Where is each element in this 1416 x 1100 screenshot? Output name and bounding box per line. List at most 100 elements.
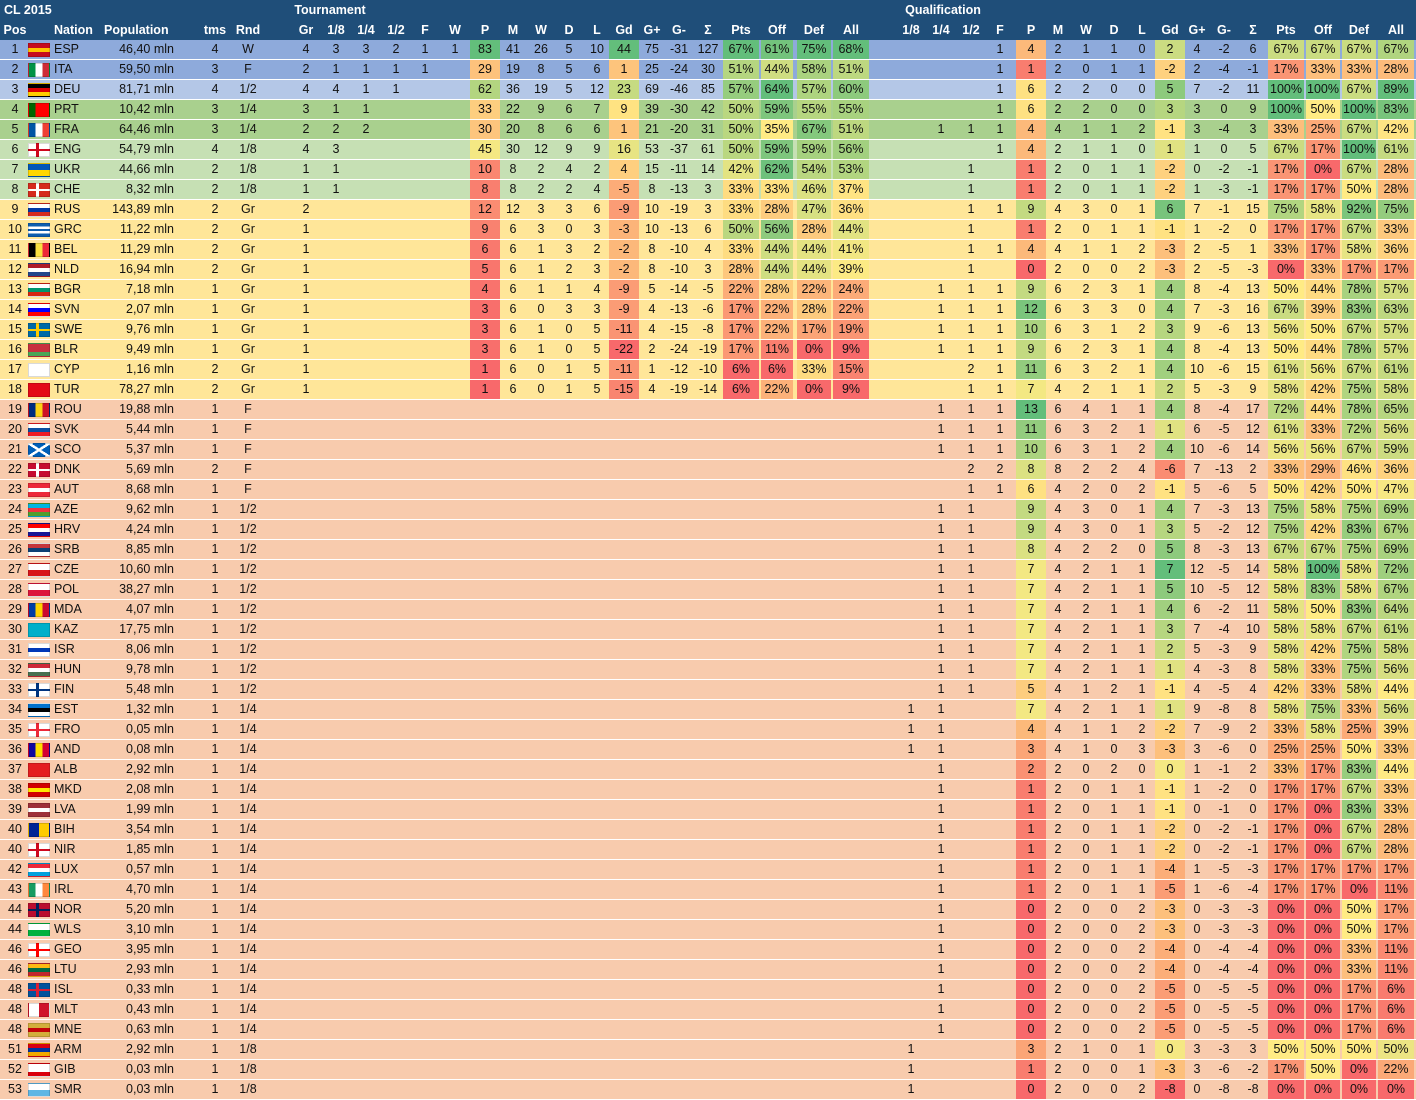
value-cell: -1 [1247, 62, 1259, 76]
value-cell: 25% [1306, 120, 1340, 139]
value-cell [723, 800, 759, 819]
value-cell [527, 620, 555, 639]
value-cell [555, 640, 583, 659]
value-cell [583, 720, 611, 739]
population-cell: 19,88 mln [119, 402, 174, 416]
value-cell [555, 720, 583, 739]
value-cell: -4 [1218, 122, 1230, 136]
value-cell: 7 [1193, 202, 1201, 216]
round-cell: 1/4 [239, 802, 257, 816]
value-cell: 1 [1110, 122, 1118, 136]
value-cell [470, 1060, 500, 1079]
value-cell: 15 [645, 162, 659, 176]
value-cell [896, 1000, 926, 1019]
value-cell: 83% [1306, 580, 1340, 599]
value-cell [639, 620, 665, 639]
value-cell [797, 820, 831, 839]
value-cell [351, 880, 381, 899]
value-cell: 33% [723, 240, 759, 259]
value-cell [499, 940, 527, 959]
value-cell [609, 1080, 639, 1099]
value-cell [761, 900, 793, 919]
value-cell: 7 [1193, 722, 1201, 736]
value-cell [693, 640, 723, 659]
round-cell: 1/4 [239, 942, 257, 956]
value-cell: 1 [1016, 860, 1046, 879]
value-cell: 1 [996, 382, 1004, 396]
value-cell: 2 [1054, 782, 1062, 796]
round-cell: 1/2 [239, 582, 257, 596]
value-cell: 12 [1190, 562, 1204, 576]
value-cell: 58% [1268, 560, 1304, 579]
value-cell: 59% [797, 140, 831, 159]
value-cell: 4 [1016, 720, 1046, 739]
value-cell: 72% [1342, 420, 1376, 439]
value-cell: 2 [537, 162, 545, 176]
value-cell: 61 [701, 142, 715, 156]
value-cell: 17 [1246, 402, 1260, 416]
population-cell: 4,07 mln [126, 602, 174, 616]
value-cell: 1 [1138, 522, 1146, 536]
value-cell: 64% [1378, 600, 1414, 619]
value-cell: 45 [470, 140, 500, 159]
value-cell [351, 340, 381, 359]
value-cell: 2 [1249, 722, 1257, 736]
value-cell [896, 500, 926, 519]
round-cell: 1/2 [239, 542, 257, 556]
column-header: M [1052, 23, 1064, 37]
value-cell: -2 [1218, 822, 1230, 836]
value-cell: 3 [1082, 362, 1090, 376]
value-cell [381, 380, 411, 399]
value-cell [797, 1080, 831, 1099]
value-cell [381, 520, 411, 539]
value-cell: 0 [1082, 782, 1090, 796]
value-cell [797, 600, 831, 619]
value-cell: 11% [761, 340, 793, 359]
value-cell [381, 900, 411, 919]
table-row: 7 UKR 44,66 mln 2 1/8 1 1 10 8 2 4 2 4 15 -11 14 42% 62% 5… [0, 160, 1416, 180]
value-cell: 5 [593, 342, 601, 356]
round-cell: 1/4 [239, 742, 257, 756]
value-cell: -5 [1218, 582, 1230, 596]
column-header: G- [1217, 23, 1231, 37]
value-cell: 7 [593, 102, 601, 116]
value-cell: -1 [1247, 842, 1259, 856]
value-cell [470, 680, 500, 699]
table-row: 44 WLS 3,10 mln 1 1/4 1 0 2 0 0 2 -3 0 -3 -3 0% 0% 50% 17% [0, 920, 1416, 940]
value-cell [986, 500, 1014, 519]
value-cell: 2 [1054, 802, 1062, 816]
value-cell [527, 400, 555, 419]
table-row: 4 PRT 10,42 mln 3 1/4 3 1 1 33 22 9 6 7 9 39 -30 42 50% 59… [0, 100, 1416, 120]
value-cell [583, 1040, 611, 1059]
value-cell [411, 840, 439, 859]
value-cell [833, 820, 869, 839]
population-cell: 0,43 mln [126, 1002, 174, 1016]
round-cell: 1/2 [239, 82, 257, 96]
value-cell: 3 [1082, 442, 1090, 456]
value-cell: -5 [1247, 1022, 1259, 1036]
value-cell: 33% [1306, 420, 1340, 439]
value-cell: 127 [697, 42, 719, 56]
value-cell [321, 960, 351, 979]
value-cell: 9 [593, 142, 601, 156]
value-cell: 12 [590, 82, 604, 96]
value-cell [351, 200, 381, 219]
value-cell: 5 [593, 322, 601, 336]
value-cell [527, 880, 555, 899]
value-cell [555, 580, 583, 599]
value-cell [499, 540, 527, 559]
value-cell: -5 [1247, 1002, 1259, 1016]
value-cell [321, 560, 351, 579]
value-cell: 1 [996, 142, 1004, 156]
value-cell [527, 820, 555, 839]
value-cell: 2 [565, 182, 573, 196]
value-cell [896, 40, 926, 59]
round-cell: Gr [241, 362, 255, 376]
population-cell: 0,57 mln [126, 862, 174, 876]
value-cell: 1 [1138, 642, 1146, 656]
value-cell: 17% [1342, 860, 1376, 879]
value-cell: 33% [1268, 240, 1304, 259]
value-cell: 1 [1138, 222, 1146, 236]
table-row: 33 FIN 5,48 mln 1 1/2 1 1 5 4 1 2 1 -1 4 -5 4 42% 33% 58% 4… [0, 680, 1416, 700]
value-cell [293, 820, 319, 839]
